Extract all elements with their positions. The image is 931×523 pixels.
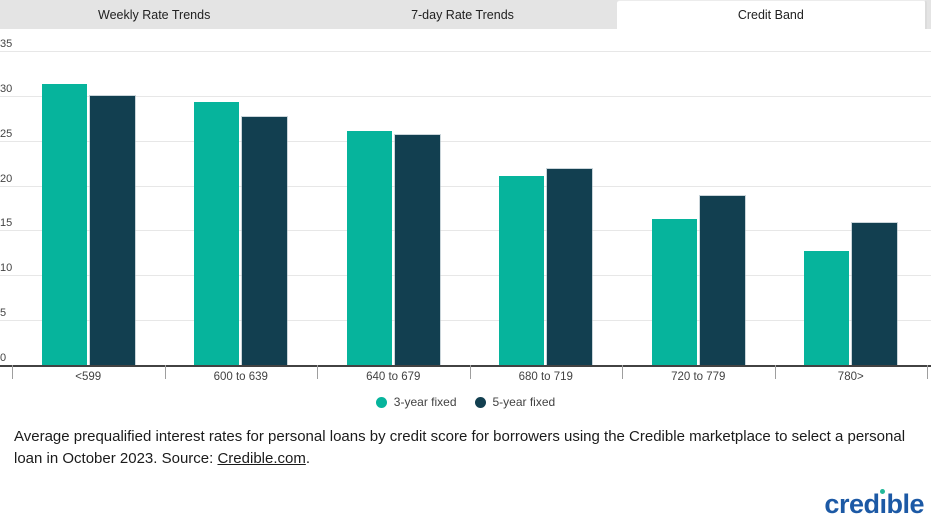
x-axis-label: 600 to 639 <box>213 371 268 383</box>
gridline <box>0 230 931 232</box>
x-axis-tick <box>12 365 13 379</box>
bar-3-year-fixed-600-to-639[interactable] <box>194 102 240 365</box>
y-axis-label: 35 <box>0 38 13 50</box>
x-axis-tick <box>622 365 623 379</box>
gridline <box>0 185 931 187</box>
x-axis-line <box>0 365 931 367</box>
legend-dot-icon <box>375 396 387 408</box>
y-axis-label: 0 <box>0 352 7 364</box>
y-axis-label: 10 <box>0 262 13 275</box>
legend-item-3-year-fixed: 3-year fixed <box>375 395 457 409</box>
credible-logo: credı ble <box>824 489 924 519</box>
x-axis-label: 780> <box>837 371 864 383</box>
bar-3-year-fixed-780[interactable] <box>804 251 850 365</box>
gridline <box>0 51 931 52</box>
chart-legend: 3-year fixed 5-year fixed <box>0 395 931 409</box>
bar-5-year-fixed-720-to-779[interactable] <box>699 196 745 365</box>
y-axis-label: 30 <box>0 82 13 95</box>
gridline <box>0 140 931 142</box>
x-axis-label: 640 to 679 <box>366 371 421 383</box>
bar-5-year-fixed-600-to-639[interactable] <box>242 117 288 365</box>
bar-3-year-fixed-680-to-719[interactable] <box>499 175 545 365</box>
bar-5-year-fixed-640-to-679[interactable] <box>394 135 440 365</box>
bar-5-year-fixed-780[interactable] <box>852 223 898 365</box>
gridline <box>0 275 931 277</box>
legend-label: 5-year fixed <box>492 395 556 409</box>
legend-dot-icon <box>474 396 486 408</box>
x-axis-tick <box>164 365 166 379</box>
bar-5-year-fixed-599[interactable] <box>89 95 135 365</box>
y-axis-label: 25 <box>0 127 13 140</box>
tab-bar: Weekly Rate Trends 7-day Rate Trends Cre… <box>0 0 931 29</box>
y-axis-label: 20 <box>0 172 13 185</box>
caption-period: . <box>305 450 311 467</box>
bar-5-year-fixed-680-to-719[interactable] <box>547 169 593 365</box>
gridline <box>0 95 931 97</box>
bar-3-year-fixed-720-to-779[interactable] <box>651 218 697 365</box>
x-axis-label: 720 to 779 <box>671 371 726 383</box>
caption: Average prequalified interest rates for … <box>14 426 919 470</box>
gridline <box>0 320 931 322</box>
x-axis-tick <box>469 365 471 379</box>
caption-text: Average prequalified interest rates for … <box>14 428 906 467</box>
tab-7-day-rate-trends[interactable]: 7-day Rate Trends <box>411 7 514 22</box>
x-axis-tick <box>927 365 928 379</box>
tab-weekly-rate-trends[interactable]: Weekly Rate Trends <box>98 7 211 22</box>
bar-3-year-fixed-640-to-679[interactable] <box>346 130 392 365</box>
x-axis-tick <box>774 365 776 379</box>
tab-credit-band[interactable]: Credit Band <box>616 0 927 29</box>
y-axis-label: 15 <box>0 217 13 230</box>
x-axis-label: 680 to 719 <box>518 371 573 383</box>
x-axis-label: <599 <box>75 371 102 383</box>
logo-i-dot-icon <box>880 489 886 494</box>
legend-label: 3-year fixed <box>393 395 457 409</box>
y-axis-label: 5 <box>0 307 7 320</box>
bar-3-year-fixed-599[interactable] <box>41 84 87 365</box>
x-axis-tick <box>317 365 318 379</box>
legend-item-5-year-fixed: 5-year fixed <box>474 395 556 409</box>
credit-band-bar-chart: 3-year fixed 5-year fixed 0 5 10 15 20 25 30 35 <… <box>0 29 931 414</box>
credible-com-link[interactable]: Credible.com <box>217 450 306 467</box>
